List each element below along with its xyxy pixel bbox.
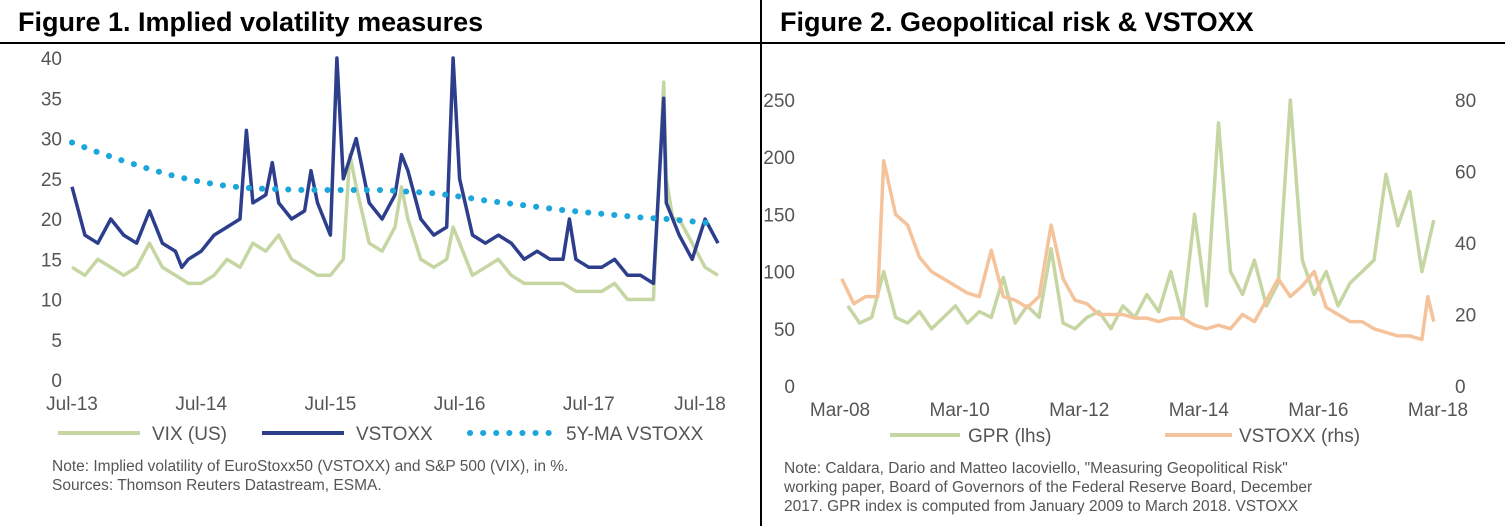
- x-tick-label: Jul-17: [563, 394, 615, 415]
- y-tick-label: 10: [41, 291, 62, 312]
- y-tick-label: 20: [41, 210, 62, 231]
- y-left-tick-label: 200: [763, 148, 795, 169]
- legend-vix-label: VIX (US): [152, 424, 227, 445]
- y-left-tick-label: 0: [784, 377, 795, 398]
- figure-2-note-line: working paper, Board of Governors of the…: [784, 479, 1313, 496]
- x-tick-label: Mar-08: [810, 400, 870, 421]
- figure-1-note-line: Note: Implied volatility of EuroStoxx50 …: [52, 458, 569, 475]
- panel-divider: [760, 0, 762, 526]
- vstoxx-series-line: [70, 56, 720, 286]
- y-left-tick-label: 150: [763, 205, 795, 226]
- y-tick-label: 40: [41, 49, 62, 70]
- figure-2-note: Note: Caldara, Dario and Matteo Iacoviel…: [784, 459, 1489, 516]
- y-right-tick-label: 20: [1455, 306, 1476, 327]
- x-tick-label: Jul-13: [46, 394, 98, 415]
- y-right-tick-label: 60: [1455, 163, 1476, 184]
- y-tick-label: 15: [41, 250, 62, 271]
- figure-2-note-line: Note: Caldara, Dario and Matteo Iacoviel…: [784, 460, 1288, 477]
- x-tick-label: Jul-15: [305, 394, 357, 415]
- figure-2-title-rule: [762, 42, 1505, 44]
- y-tick-label: 30: [41, 130, 62, 151]
- x-tick-label: Jul-16: [434, 394, 486, 415]
- x-tick-label: Mar-10: [930, 400, 990, 421]
- y-tick-label: 35: [41, 89, 62, 110]
- y-tick-label: 0: [51, 371, 62, 392]
- figure-2-note-line: 2017. GPR index is computed from January…: [784, 498, 1299, 515]
- legend-vstoxx-label: VSTOXX (rhs): [1239, 426, 1360, 447]
- x-tick-label: Jul-14: [175, 394, 227, 415]
- y-tick-label: 25: [41, 170, 62, 191]
- figure-1-note: Note: Implied volatility of EuroStoxx50 …: [52, 457, 568, 495]
- ma-series-line: [69, 139, 721, 227]
- y-right-tick-label: 40: [1455, 234, 1476, 255]
- vstoxx-series-line: [840, 159, 1436, 342]
- x-tick-label: Mar-12: [1049, 400, 1109, 421]
- gpr-series-line: [846, 98, 1436, 331]
- figure-1-chart: 0 5 10 15 20 25 30 35 40 Jul-13 Jul-14 Jul-15 Jul-16…: [41, 49, 726, 445]
- x-tick-label: Mar-14: [1169, 400, 1230, 421]
- y-tick-label: 5: [51, 331, 62, 352]
- figure-2-chart: 0 50 100 150 200 250 0 20 40 60 80 Mar-08 Mar-10 Mar-…: [763, 91, 1476, 447]
- figure-1-title: Figure 1. Implied volatility measures: [18, 7, 484, 37]
- y-right-tick-label: 80: [1455, 91, 1476, 112]
- legend-ma-label: 5Y-MA VSTOXX: [566, 424, 704, 445]
- y-left-tick-label: 100: [763, 263, 795, 284]
- figure-1-note-line: Sources: Thomson Reuters Datastream, ESM…: [52, 477, 382, 494]
- y-right-tick-label: 0: [1455, 377, 1466, 398]
- y-left-tick-label: 50: [774, 320, 795, 341]
- figure-2-panel: Figure 2. Geopolitical risk & VSTOXX 0 50…: [762, 0, 1505, 526]
- legend-gpr-label: GPR (lhs): [968, 426, 1051, 447]
- x-tick-label: Mar-16: [1288, 400, 1348, 421]
- figure-1-panel: Figure 1. Implied volatility measures 0 5…: [0, 7, 760, 495]
- figure-2-title: Figure 2. Geopolitical risk & VSTOXX: [780, 7, 1254, 37]
- y-left-tick-label: 250: [763, 91, 795, 112]
- legend-vstoxx-label: VSTOXX: [356, 424, 433, 445]
- vix-series-line: [71, 80, 719, 302]
- x-tick-label: Jul-18: [674, 394, 726, 415]
- x-tick-label: Mar-18: [1408, 400, 1468, 421]
- figure-1-title-rule: [0, 42, 760, 44]
